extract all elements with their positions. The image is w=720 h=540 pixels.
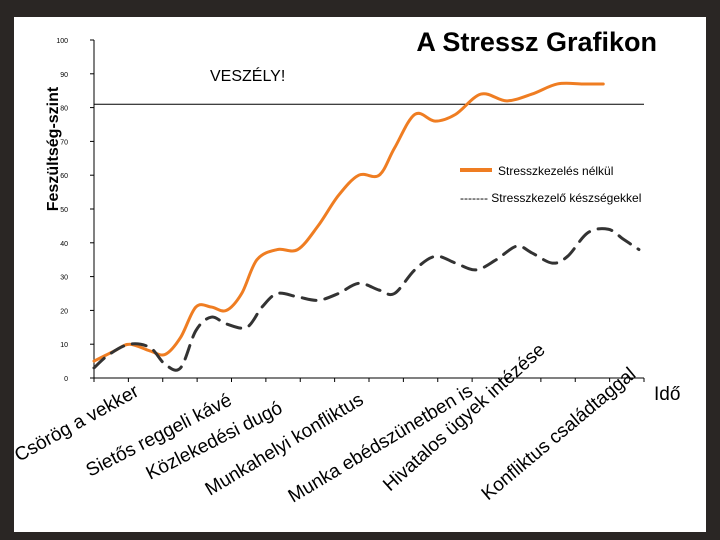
y-tick-label: 70 xyxy=(60,139,68,146)
series-line-no-management xyxy=(92,81,605,363)
chart-panel: A Stressz Grafikon Feszültség-szint Idő … xyxy=(14,17,706,532)
y-tick-label: 20 xyxy=(60,308,68,315)
y-tick-label: 100 xyxy=(56,38,68,45)
chart-title: A Stressz Grafikon xyxy=(416,27,657,57)
y-tick-label: 30 xyxy=(60,275,68,282)
legend: Stresszkezelés nélkül ------- Stresszkeze… xyxy=(460,164,641,205)
y-tick-label: 60 xyxy=(60,173,68,180)
y-tick-label: 0 xyxy=(64,376,68,383)
y-tick-label: 40 xyxy=(60,241,68,248)
stress-chart: A Stressz Grafikon Feszültség-szint Idő … xyxy=(14,27,680,507)
x-axis-label: Idő xyxy=(654,384,680,405)
series-lines xyxy=(92,81,641,372)
y-tick-label: 50 xyxy=(60,207,68,214)
legend-label-with-skills: ------- Stresszkezelő készségekkel xyxy=(460,191,641,205)
series-line-with-skills xyxy=(92,227,641,372)
y-axis-label: Feszültség-szint xyxy=(45,86,62,211)
legend-label-no-management: Stresszkezelés nélkül xyxy=(498,164,613,178)
danger-label: VESZÉLY! xyxy=(210,66,285,85)
axes: 0 10 20 30 40 50 60 70 80 90 100 xyxy=(56,38,645,383)
y-tick-label: 10 xyxy=(60,342,68,349)
y-tick-label: 90 xyxy=(60,72,68,79)
y-tick-label: 80 xyxy=(60,106,68,113)
